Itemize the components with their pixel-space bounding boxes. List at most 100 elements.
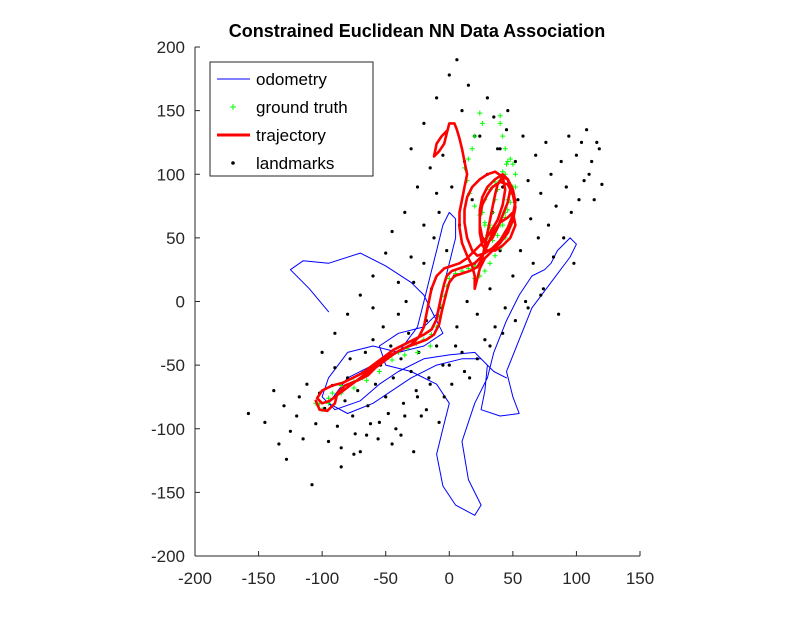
legend-label-landmarks: landmarks — [256, 154, 334, 173]
landmark-point — [600, 182, 604, 186]
series-layer — [246, 58, 604, 516]
landmark-point — [396, 280, 400, 284]
landmark-point — [577, 198, 581, 202]
ground-truth-point — [510, 161, 516, 167]
landmark-point — [501, 331, 505, 335]
landmark-point — [587, 172, 591, 176]
x-tick-label: 0 — [445, 569, 454, 588]
landmark-point — [564, 185, 568, 189]
landmark-point — [428, 166, 432, 170]
landmark-point — [450, 185, 454, 189]
ticks-layer: -200 -150 -100 -50 0 50 100 150 200 150 100 50 0 -50 -… — [151, 38, 654, 588]
landmark-point — [366, 404, 370, 408]
landmark-point — [407, 331, 411, 335]
landmark-point — [441, 153, 445, 157]
landmark-point — [442, 395, 446, 399]
legend-swatch-landmarks — [231, 161, 235, 165]
landmark-point — [592, 198, 596, 202]
landmark-point — [263, 420, 267, 424]
ground-truth-point — [495, 232, 501, 238]
y-tick-label: -200 — [151, 547, 185, 566]
landmark-point — [368, 422, 373, 426]
landmark-point — [554, 204, 558, 208]
landmark-point — [435, 344, 439, 348]
landmark-point — [455, 325, 459, 329]
landmark-point — [295, 414, 299, 418]
landmark-point — [333, 331, 337, 335]
landmark-point — [551, 255, 556, 259]
landmark-point — [468, 376, 472, 380]
landmark-point — [365, 433, 369, 437]
landmark-point — [414, 389, 418, 393]
landmark-point — [390, 229, 394, 234]
landmark-point — [422, 223, 426, 227]
landmark-point — [428, 382, 432, 386]
landmark-point — [352, 452, 356, 456]
landmark-point — [404, 299, 408, 304]
landmark-point — [513, 319, 518, 323]
landmark-point — [546, 223, 551, 227]
ground-truth-point — [364, 377, 370, 383]
ground-truth-point — [389, 357, 395, 363]
ground-truth-point — [472, 133, 478, 139]
ground-truth-point — [472, 203, 478, 209]
landmark-point — [475, 312, 479, 316]
landmark-point — [539, 191, 543, 195]
ground-truth-point — [504, 161, 509, 167]
landmark-point — [562, 236, 566, 240]
landmark-point — [498, 249, 502, 253]
landmark-point — [506, 109, 510, 113]
landmark-point — [445, 249, 449, 253]
ground-truth-point — [512, 184, 518, 190]
landmark-point — [559, 159, 563, 164]
ground-truth-point — [487, 260, 493, 266]
landmark-point — [389, 344, 393, 348]
y-tick-label: 50 — [166, 229, 185, 248]
landmark-point — [435, 191, 439, 195]
landmark-point — [504, 128, 509, 132]
landmark-point — [572, 261, 576, 265]
ground-truth-point — [329, 390, 335, 396]
landmark-point — [524, 299, 528, 304]
landmark-point — [297, 395, 301, 399]
landmark-point — [526, 306, 530, 310]
x-tick-label: 50 — [503, 569, 522, 588]
ground-truth-point — [415, 349, 420, 355]
landmark-point — [422, 261, 426, 265]
landmark-point — [409, 369, 413, 374]
landmark-point — [450, 382, 454, 386]
landmark-point — [574, 153, 579, 157]
landmark-point — [529, 217, 533, 221]
landmark-point — [343, 399, 347, 403]
y-tick-label: -100 — [151, 420, 185, 439]
landmark-point — [454, 344, 458, 348]
landmark-point — [488, 344, 492, 348]
landmark-point — [492, 115, 496, 119]
landmark-point — [496, 147, 500, 151]
x-tick-label: -50 — [373, 569, 398, 588]
trajectory-series-line — [314, 122, 517, 413]
landmark-point — [333, 366, 337, 370]
landmark-point — [409, 255, 413, 259]
landmark-point — [466, 83, 470, 87]
landmark-point — [462, 369, 467, 374]
landmark-point — [314, 422, 318, 426]
landmark-point — [483, 338, 487, 342]
landmark-point — [377, 420, 381, 424]
landmark-point — [427, 376, 431, 380]
landmark-point — [277, 442, 281, 446]
landmark-point — [348, 357, 352, 361]
landmark-point — [447, 73, 451, 77]
landmark-point — [437, 210, 441, 214]
ground-truth-point — [497, 113, 503, 119]
ground-truth-point — [477, 110, 483, 116]
landmark-point — [386, 411, 390, 416]
landmark-point — [272, 389, 276, 393]
ground-truth-point — [479, 120, 485, 126]
landmark-point — [534, 153, 538, 157]
landmark-point — [326, 439, 331, 444]
landmark-point — [301, 437, 305, 441]
landmark-point — [441, 363, 445, 367]
landmark-point — [595, 140, 599, 144]
landmark-point — [288, 429, 292, 433]
